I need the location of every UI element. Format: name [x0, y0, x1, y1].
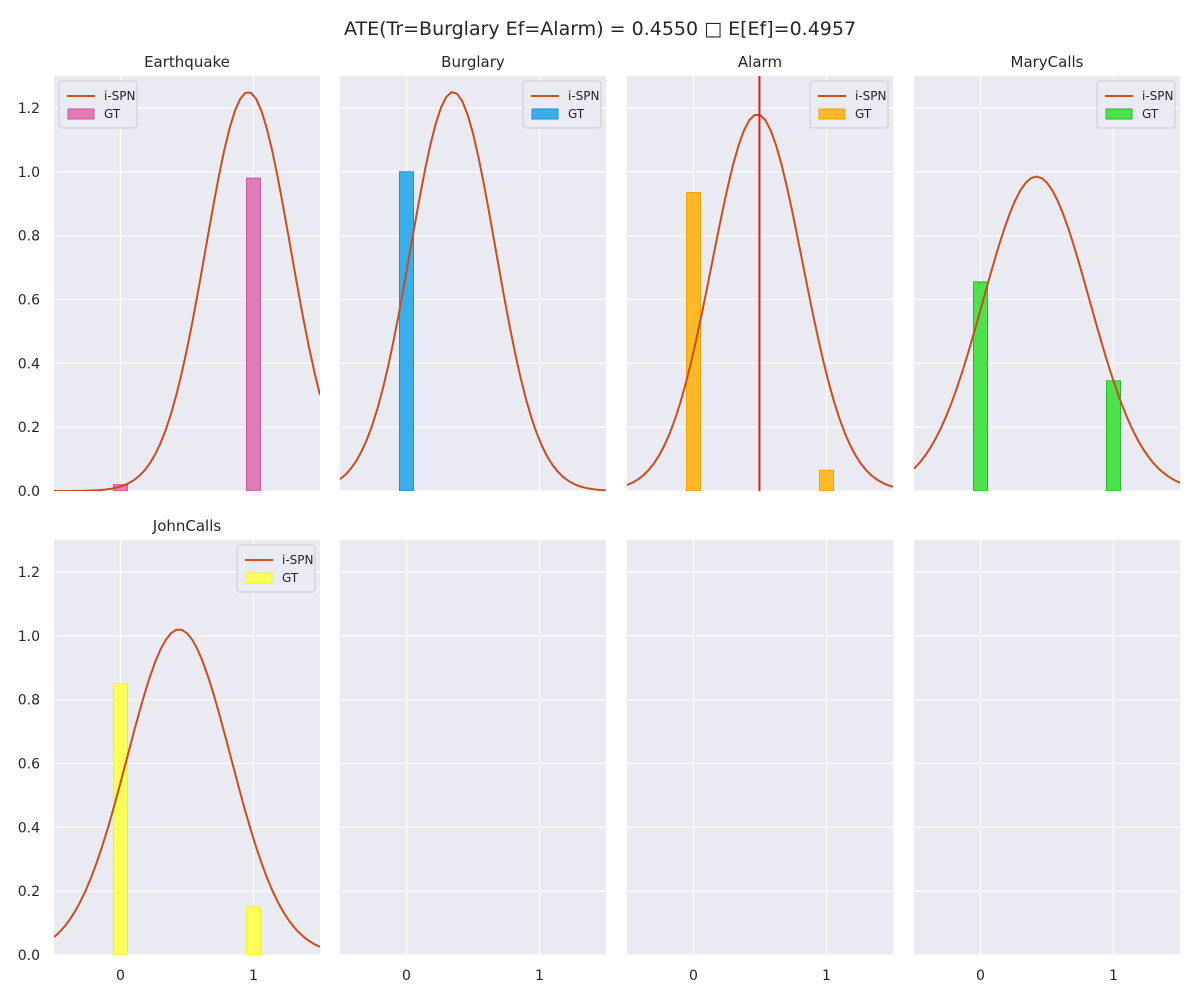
legend-patch-swatch	[818, 108, 846, 120]
legend: i-SPN GT	[236, 544, 316, 593]
x-tick-label: 0	[116, 968, 125, 984]
plot-area	[914, 540, 1180, 955]
legend-label: GT	[1142, 107, 1159, 121]
panel-title: Earthquake	[144, 53, 230, 71]
figure-title: ATE(Tr=Burglary Ef=Alarm) = 0.4550 □ E[E…	[344, 18, 856, 40]
y-tick-label: 1.0	[18, 629, 40, 645]
plot-content	[340, 91, 606, 491]
x-tick-label: 0	[402, 968, 411, 984]
ispn-curve	[914, 175, 1180, 484]
ispn-curve	[54, 91, 320, 491]
plot-area	[914, 76, 1180, 491]
gt-bar	[113, 683, 128, 955]
gt-bar	[973, 281, 988, 491]
y-tick-label: 0.0	[18, 948, 40, 964]
gt-bar	[399, 171, 414, 491]
y-tick-label: 1.0	[18, 165, 40, 181]
legend: i-SPN GT	[809, 80, 889, 129]
panel-alarm: Alarm i-SPN GT	[627, 53, 893, 492]
x-tick-label: 0	[689, 968, 698, 984]
legend: i-SPN GT	[522, 80, 602, 129]
gt-bar	[686, 192, 701, 491]
plot-area	[54, 540, 320, 955]
legend-label: GT	[282, 571, 299, 585]
subplot-grid: Earthquake0.00.20.40.60.81.01.2i-SPNGTBu…	[18, 53, 1180, 984]
plot-content	[54, 91, 320, 491]
legend-label: i-SPN	[1142, 89, 1174, 103]
legend: i-SPN GT	[1096, 80, 1176, 129]
legend-patch-swatch	[531, 108, 559, 120]
y-tick-label: 0.6	[18, 756, 40, 772]
y-tick-label: 1.2	[18, 101, 40, 117]
plot-area	[340, 540, 606, 955]
ispn-curve	[54, 628, 320, 948]
gt-bar	[246, 177, 261, 491]
gt-bar	[819, 469, 834, 491]
y-tick-label: 0.8	[18, 693, 40, 709]
plot-area	[340, 76, 606, 491]
plot-area	[627, 540, 893, 955]
plot-content	[54, 628, 320, 955]
y-tick-label: 1.2	[18, 565, 40, 581]
y-tick-label: 0.8	[18, 229, 40, 245]
gt-bar	[246, 906, 261, 955]
plot-content	[914, 175, 1180, 491]
plot-area	[54, 76, 320, 491]
legend-patch-swatch	[1105, 108, 1133, 120]
panel-earthquake: Earthquake 0.0 0.2 0.4 0.6 0.8 1.0 1.2 i-SPN GT	[18, 53, 320, 500]
x-tick-label: 1	[822, 968, 831, 984]
panel-title: MaryCalls	[1011, 53, 1084, 71]
panel-title: Burglary	[441, 53, 505, 71]
legend-patch-swatch	[245, 572, 273, 584]
legend-label: i-SPN	[855, 89, 887, 103]
panel-title: JohnCalls	[152, 517, 222, 535]
panel-johncalls: JohnCalls 0.0 0.2 0.4 0.6 0.8 1.0 1.2 0 1 i-SPN GT	[18, 517, 320, 984]
plot-content	[627, 76, 893, 491]
legend-label: GT	[104, 107, 121, 121]
x-tick-label: 0	[976, 968, 985, 984]
panel-title: Alarm	[738, 53, 782, 71]
legend-label: i-SPN	[282, 553, 314, 567]
y-tick-label: 0.2	[18, 884, 40, 900]
x-tick-label: 1	[1109, 968, 1118, 984]
panel-marycalls: MaryCalls i-SPN GT	[914, 53, 1180, 492]
ispn-curve	[340, 91, 606, 491]
panel-burglary: Burglary i-SPN GT	[340, 53, 606, 492]
y-tick-label: 0.2	[18, 420, 40, 436]
y-tick-label: 0.4	[18, 356, 40, 372]
legend-label: GT	[568, 107, 585, 121]
y-tick-label: 0.4	[18, 820, 40, 836]
legend-label: i-SPN	[568, 89, 600, 103]
legend-label: GT	[855, 107, 872, 121]
legend: i-SPN GT	[58, 80, 138, 129]
y-tick-label: 0.0	[18, 484, 40, 500]
legend-label: i-SPN	[104, 89, 136, 103]
x-tick-label: 1	[249, 968, 258, 984]
x-tick-label: 1	[535, 968, 544, 984]
legend-patch-swatch	[67, 108, 95, 120]
y-tick-label: 0.6	[18, 292, 40, 308]
